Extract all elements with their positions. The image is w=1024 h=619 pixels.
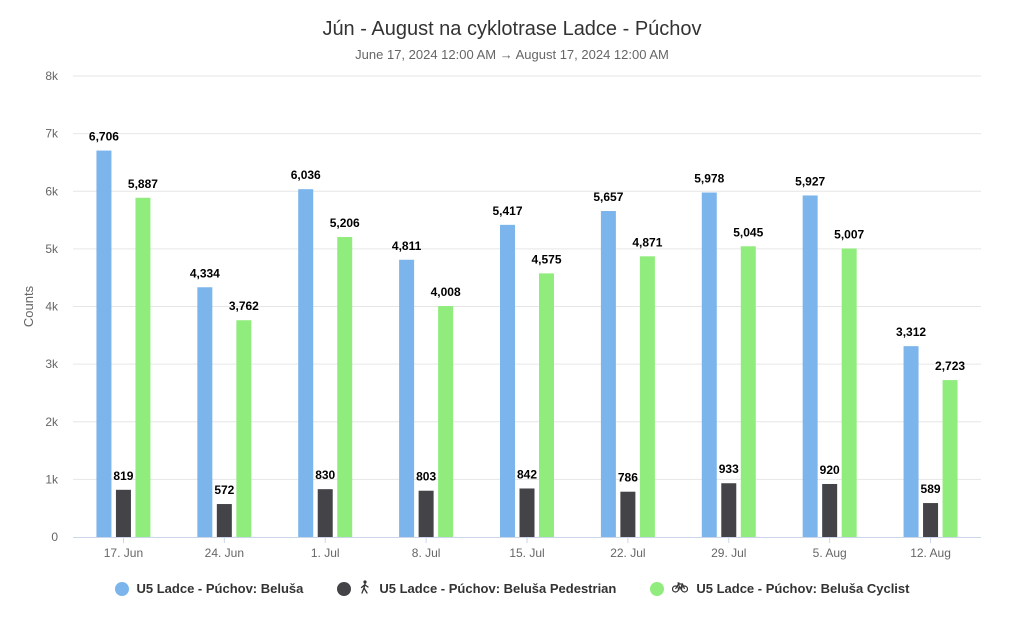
bar bbox=[115, 489, 131, 537]
y-tick-label: 5k bbox=[45, 242, 59, 256]
bar bbox=[620, 491, 636, 537]
data-label: 572 bbox=[214, 483, 234, 497]
data-label: 920 bbox=[820, 463, 840, 477]
legend-marker bbox=[650, 581, 665, 596]
data-label: 933 bbox=[719, 462, 739, 476]
legend-item-cyclist[interactable]: U5 Ladce - Púchov: Beluša Cyclist bbox=[650, 580, 909, 597]
bicycle-icon bbox=[672, 581, 689, 596]
data-label: 819 bbox=[113, 469, 133, 483]
bar bbox=[438, 306, 454, 537]
legend-marker bbox=[114, 581, 129, 596]
legend-item-belusa[interactable]: U5 Ladce - Púchov: Beluša bbox=[114, 580, 304, 597]
bar bbox=[399, 259, 415, 537]
y-tick-label: 3k bbox=[45, 357, 59, 371]
bar bbox=[639, 256, 655, 537]
bar bbox=[942, 380, 958, 537]
y-tick-label: 6k bbox=[45, 184, 59, 198]
x-tick-label: 22. Jul bbox=[610, 546, 645, 560]
legend-label: U5 Ladce - Púchov: Beluša Cyclist bbox=[696, 581, 910, 596]
bar bbox=[740, 246, 756, 538]
y-axis-label: Counts bbox=[21, 285, 36, 327]
legend-item-pedestrian[interactable]: U5 Ladce - Púchov: Beluša Pedestrian bbox=[337, 580, 616, 597]
bar bbox=[197, 287, 213, 537]
pedestrian-icon bbox=[359, 580, 371, 597]
y-tick-label: 1k bbox=[45, 472, 59, 486]
bar bbox=[923, 503, 939, 537]
bar bbox=[337, 237, 353, 537]
y-tick-label: 8k bbox=[45, 69, 59, 83]
x-tick-label: 12. Aug bbox=[910, 546, 951, 560]
x-tick-label: 17. Jun bbox=[104, 546, 143, 560]
data-label: 589 bbox=[921, 482, 941, 496]
bar bbox=[802, 195, 818, 538]
data-label: 842 bbox=[517, 467, 537, 481]
bar bbox=[841, 248, 857, 537]
legend-marker bbox=[337, 581, 352, 596]
data-label: 6,706 bbox=[89, 130, 119, 144]
data-label: 5,007 bbox=[834, 227, 864, 241]
data-label: 803 bbox=[416, 470, 436, 484]
data-label: 5,927 bbox=[795, 174, 825, 188]
data-label: 5,978 bbox=[694, 172, 724, 186]
data-label: 5,887 bbox=[128, 177, 158, 191]
bar bbox=[317, 489, 333, 537]
x-tick-label: 29. Jul bbox=[711, 546, 746, 560]
data-label: 3,762 bbox=[229, 299, 259, 313]
bar bbox=[903, 346, 919, 537]
bar bbox=[236, 320, 252, 537]
bar bbox=[721, 483, 737, 537]
bar bbox=[600, 211, 616, 537]
data-label: 4,811 bbox=[392, 239, 422, 253]
data-label: 786 bbox=[618, 471, 638, 485]
chart-subtitle: June 17, 2024 12:00 AM → August 17, 2024… bbox=[355, 47, 669, 62]
data-label: 5,657 bbox=[593, 190, 623, 204]
x-tick-label: 8. Jul bbox=[412, 546, 441, 560]
bar bbox=[418, 490, 434, 537]
x-tick-label: 24. Jun bbox=[205, 546, 244, 560]
x-tick-label: 5. Aug bbox=[813, 546, 847, 560]
data-label: 5,206 bbox=[330, 216, 360, 230]
y-tick-label: 0 bbox=[51, 530, 58, 544]
bar bbox=[216, 504, 232, 537]
legend-label: U5 Ladce - Púchov: Beluša bbox=[136, 581, 304, 596]
x-tick-label: 15. Jul bbox=[509, 546, 544, 560]
legend-label: U5 Ladce - Púchov: Beluša Pedestrian bbox=[379, 581, 617, 596]
y-tick-label: 4k bbox=[45, 300, 59, 314]
bar bbox=[519, 488, 535, 537]
y-tick-label: 7k bbox=[45, 127, 59, 141]
data-label: 4,334 bbox=[190, 266, 220, 280]
data-label: 2,723 bbox=[935, 359, 965, 373]
chart-legend: U5 Ladce - Púchov: Beluša U5 Ladce - Púc… bbox=[0, 580, 1024, 597]
x-tick-label: 1. Jul bbox=[311, 546, 340, 560]
bar bbox=[96, 150, 112, 537]
data-label: 4,871 bbox=[632, 235, 662, 249]
bar bbox=[135, 197, 151, 537]
bar bbox=[500, 224, 515, 537]
bar bbox=[539, 273, 554, 537]
data-label: 830 bbox=[315, 468, 335, 482]
bar bbox=[298, 189, 314, 537]
y-tick-label: 2k bbox=[45, 415, 59, 429]
data-label: 4,008 bbox=[431, 285, 461, 299]
bar bbox=[701, 192, 717, 537]
bar-chart: 0 1k 2k 3k 4k 5k 6k 7k 8k Counts 17. Jun 6,706 819 5,… bbox=[21, 69, 981, 560]
data-label: 5,417 bbox=[492, 204, 522, 218]
bar bbox=[822, 483, 838, 537]
data-label: 6,036 bbox=[291, 168, 321, 182]
data-label: 5,045 bbox=[733, 225, 763, 239]
chart-title: Jún - August na cyklotrase Ladce - Púcho… bbox=[322, 18, 702, 40]
data-label: 4,575 bbox=[531, 252, 561, 266]
data-label: 3,312 bbox=[896, 325, 926, 339]
